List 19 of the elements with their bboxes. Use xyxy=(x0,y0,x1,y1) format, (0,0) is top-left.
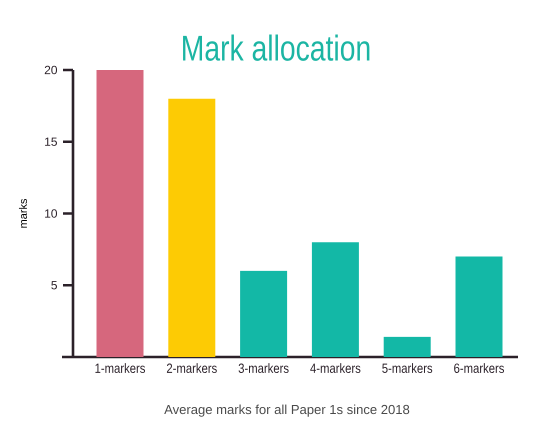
text: Average marks for all Paper 1s since 2018 xyxy=(164,404,410,417)
bar xyxy=(456,256,503,357)
bar xyxy=(384,336,431,357)
bar xyxy=(168,98,216,357)
x-tick-label: 2-markers xyxy=(166,363,217,373)
x-tick-label: 4-markers xyxy=(310,363,360,373)
y-tick-label: 5 xyxy=(51,281,57,290)
bar xyxy=(312,242,359,357)
bar xyxy=(240,270,288,357)
chart-title: Mark allocation xyxy=(183,34,370,61)
x-tick-label: 3-markers xyxy=(238,363,289,373)
y-tick-label: 10 xyxy=(45,209,58,218)
bar xyxy=(96,70,144,357)
y-tick-label: 20 xyxy=(44,66,58,74)
x-tick-label: 5-markers xyxy=(382,363,432,373)
y-tick-label: 15 xyxy=(45,138,57,146)
x-tick-label: 6-markers xyxy=(454,363,504,373)
y-axis-title: marks xyxy=(18,198,28,228)
x-tick-label: 1-markers xyxy=(95,363,146,373)
